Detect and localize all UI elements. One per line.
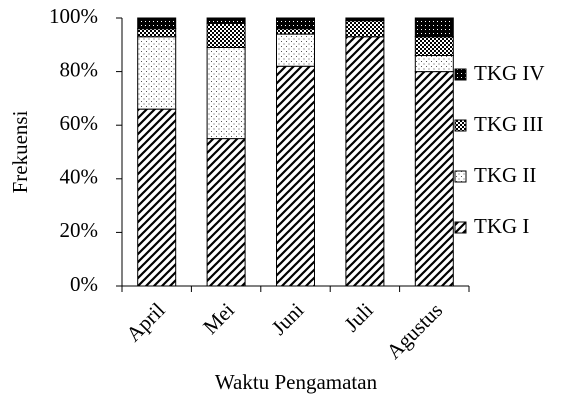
- bar-segment: [414, 36, 454, 57]
- legend-label: TKG II: [474, 163, 536, 187]
- bar-segment: [276, 17, 315, 30]
- legend-swatch: [454, 68, 467, 81]
- bar-segment: [206, 22, 246, 48]
- bar-segment: [206, 46, 246, 140]
- legend-swatch: [454, 170, 467, 183]
- y-tick-label: 0%: [70, 272, 98, 296]
- x-tick-label: Juni: [267, 298, 309, 340]
- x-axis-title: Waktu Pengamatan: [215, 370, 378, 394]
- bar-segment: [276, 28, 315, 35]
- bar-segment: [137, 17, 177, 30]
- bar-segment: [345, 36, 385, 287]
- bar-segment: [414, 71, 454, 287]
- bar-segment: [345, 20, 385, 38]
- legend-swatch: [454, 221, 467, 234]
- legend-label: TKG III: [474, 112, 543, 136]
- x-tick-label: Juli: [339, 298, 378, 337]
- x-tick-label: April: [121, 298, 169, 346]
- bar-segment: [414, 55, 454, 73]
- x-tick-label: Mei: [198, 298, 239, 339]
- bar-segment: [345, 17, 385, 22]
- bar-segment: [137, 28, 177, 38]
- y-tick-label: 100%: [49, 4, 98, 28]
- bar-segment: [137, 36, 177, 110]
- bar-segment: [276, 65, 315, 287]
- legend-label: TKG I: [474, 214, 529, 238]
- x-tick-label: Agustus: [382, 298, 448, 364]
- bar-segment: [276, 33, 315, 67]
- legend-label: TKG IV: [474, 61, 545, 85]
- y-axis-title: Frekuensi: [8, 110, 32, 193]
- bar-segment: [206, 138, 246, 287]
- y-tick-label: 60%: [60, 111, 99, 135]
- y-tick-label: 40%: [60, 165, 99, 189]
- y-tick-label: 20%: [60, 218, 99, 242]
- legend-swatch: [454, 119, 467, 132]
- bar-segment: [206, 17, 246, 24]
- bar-segment: [137, 108, 177, 287]
- bar-segment: [414, 17, 454, 38]
- y-tick-label: 80%: [60, 57, 99, 81]
